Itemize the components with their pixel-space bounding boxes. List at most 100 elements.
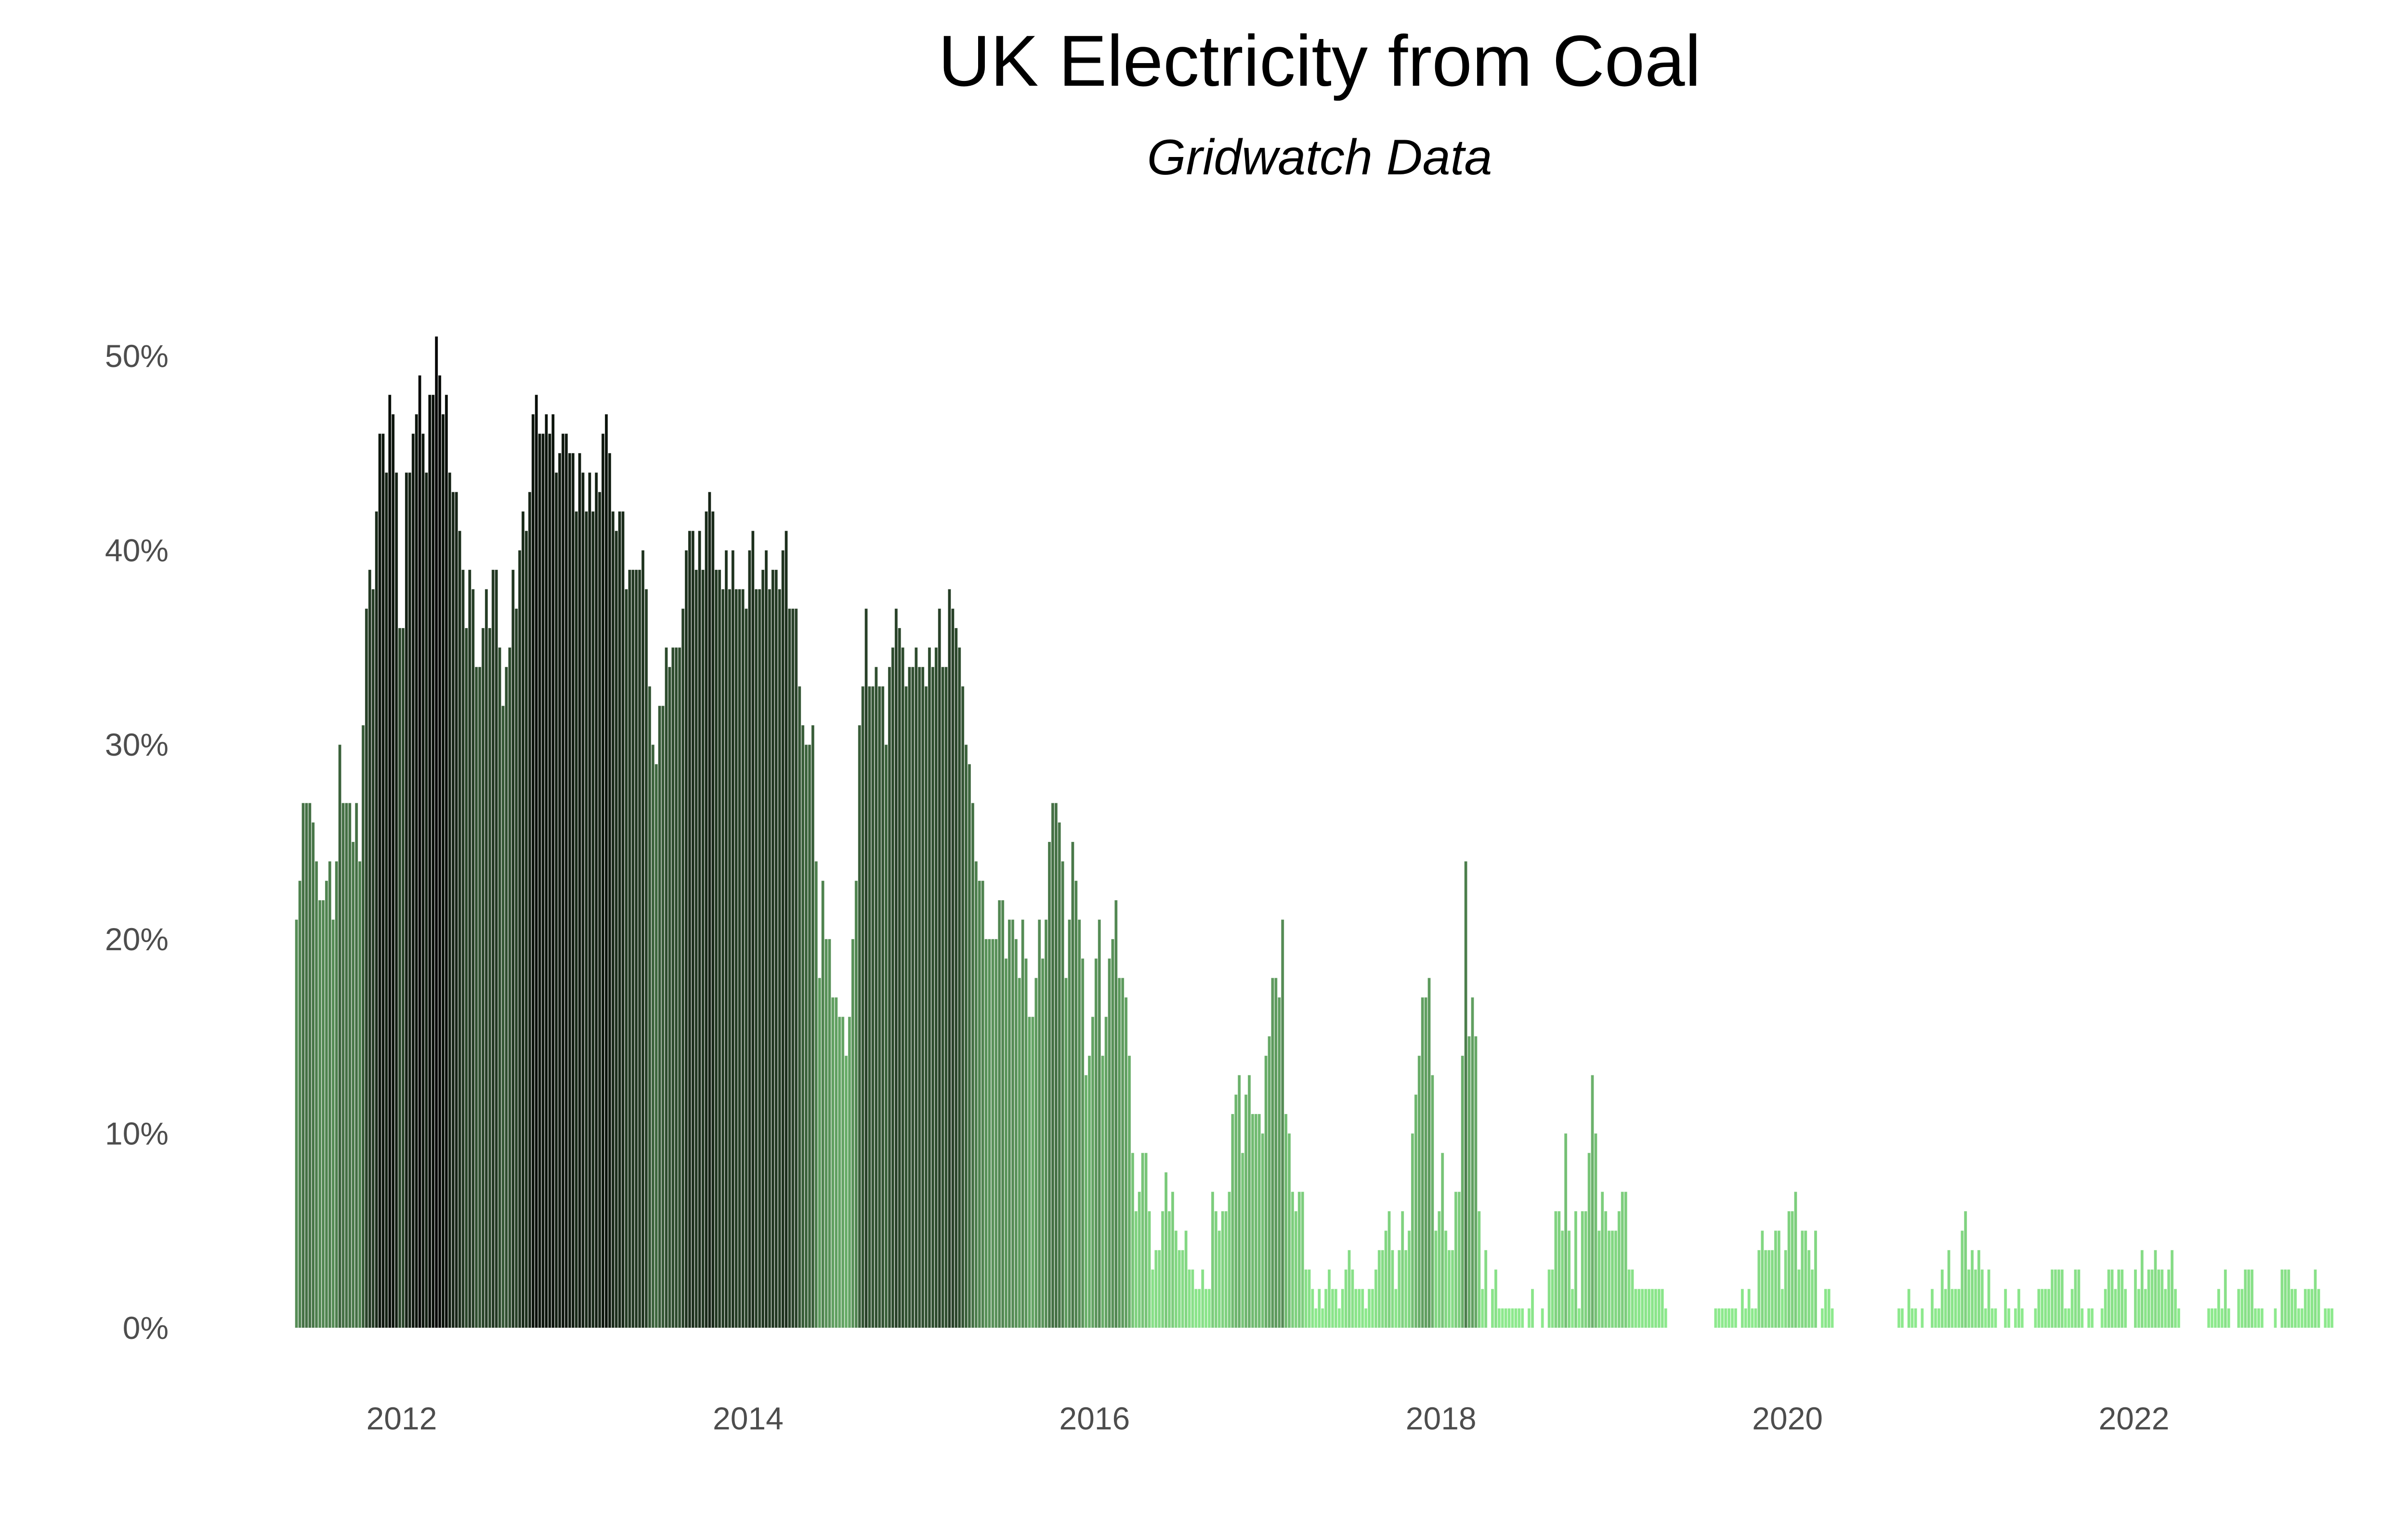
- bar: [478, 667, 482, 1328]
- bar: [1557, 1211, 1561, 1328]
- bar: [754, 589, 758, 1328]
- bar: [904, 686, 908, 1328]
- bar: [2037, 1288, 2041, 1328]
- bar: [1954, 1288, 1957, 1328]
- bar: [2070, 1288, 2074, 1328]
- bar: [1021, 919, 1025, 1328]
- bar: [394, 472, 398, 1328]
- bar: [1607, 1230, 1611, 1328]
- bar: [1008, 919, 1011, 1328]
- bar: [2247, 1269, 2251, 1328]
- bar: [418, 375, 422, 1328]
- bar: [571, 453, 575, 1328]
- bar: [2147, 1269, 2151, 1328]
- bar: [781, 550, 785, 1328]
- bar: [914, 647, 918, 1328]
- bar: [1810, 1269, 1814, 1328]
- bar: [1430, 1074, 1434, 1328]
- bar: [1480, 1288, 1484, 1328]
- bar: [1167, 1211, 1171, 1328]
- bar: [1394, 1288, 1398, 1328]
- bar: [665, 647, 668, 1328]
- bar: [1268, 1036, 1271, 1328]
- bar: [2240, 1288, 2244, 1328]
- bar: [1970, 1250, 1974, 1328]
- bar: [1414, 1094, 1418, 1328]
- bar: [1134, 1211, 1138, 1328]
- bar: [1507, 1308, 1511, 1328]
- bar: [434, 336, 438, 1328]
- bar: [1554, 1211, 1557, 1328]
- bar: [2034, 1308, 2037, 1328]
- bar: [658, 706, 662, 1328]
- bar: [1094, 958, 1098, 1328]
- bar: [2293, 1288, 2297, 1328]
- bar: [445, 394, 448, 1328]
- bar: [561, 433, 565, 1328]
- bar: [1427, 978, 1431, 1328]
- bar: [1827, 1288, 1831, 1328]
- y-tick-label: 20%: [105, 921, 169, 957]
- bar: [341, 802, 345, 1328]
- bar: [964, 744, 968, 1328]
- bar: [908, 667, 911, 1328]
- bar: [511, 569, 515, 1328]
- bar: [551, 414, 555, 1328]
- bar: [1348, 1250, 1351, 1328]
- bar: [541, 433, 545, 1328]
- bar: [854, 880, 858, 1328]
- bar: [641, 550, 645, 1328]
- bar: [738, 589, 742, 1328]
- bar: [1291, 1192, 1295, 1328]
- bar: [1011, 919, 1015, 1328]
- bar: [415, 414, 419, 1328]
- bar: [484, 589, 488, 1328]
- bar: [871, 686, 875, 1328]
- bar: [828, 939, 831, 1328]
- bar: [1024, 958, 1028, 1328]
- bar: [328, 861, 332, 1328]
- bar: [991, 939, 995, 1328]
- bar: [1077, 919, 1081, 1328]
- bar: [1234, 1094, 1238, 1328]
- bar: [671, 647, 675, 1328]
- bar: [1287, 1133, 1291, 1328]
- bar: [2224, 1269, 2227, 1328]
- bar: [2170, 1250, 2174, 1328]
- bar: [381, 433, 385, 1328]
- bar: [2120, 1269, 2124, 1328]
- bar: [987, 939, 991, 1328]
- bar: [1980, 1269, 1984, 1328]
- bar: [764, 550, 768, 1328]
- bar: [1447, 1250, 1451, 1328]
- bar: [2104, 1288, 2107, 1328]
- bar: [554, 472, 558, 1328]
- bar: [1780, 1288, 1784, 1328]
- bar: [758, 589, 761, 1328]
- bar: [661, 706, 665, 1328]
- chart-subtitle: Gridwatch Data: [1147, 130, 1492, 185]
- bar: [618, 511, 622, 1328]
- bar: [1497, 1308, 1501, 1328]
- bar: [1724, 1308, 1727, 1328]
- bar: [868, 686, 871, 1328]
- bar: [2003, 1288, 2007, 1328]
- bar: [2220, 1308, 2224, 1328]
- bar: [438, 375, 442, 1328]
- bar: [794, 608, 798, 1328]
- bar: [861, 686, 865, 1328]
- bar: [625, 589, 628, 1328]
- x-tick-label: 2014: [713, 1401, 784, 1436]
- bar: [2257, 1308, 2261, 1328]
- bar: [628, 569, 631, 1328]
- bar: [751, 530, 755, 1328]
- bar: [1371, 1288, 1374, 1328]
- bar: [1944, 1288, 1948, 1328]
- bar: [1201, 1269, 1204, 1328]
- bar: [1504, 1308, 1508, 1328]
- bar: [431, 394, 435, 1328]
- bar: [981, 880, 985, 1328]
- bar: [931, 667, 935, 1328]
- bar: [458, 530, 462, 1328]
